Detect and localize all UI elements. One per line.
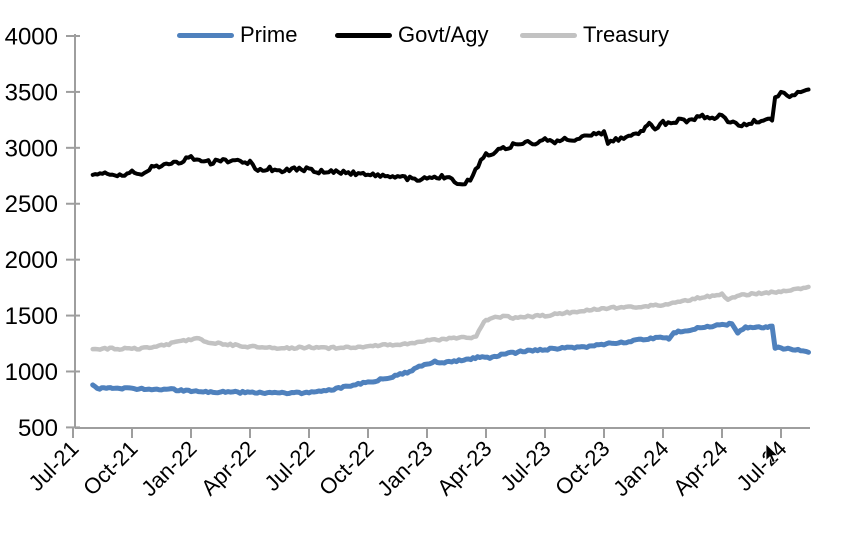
svg-text:500: 500 bbox=[18, 415, 58, 442]
svg-text:Jan-24: Jan-24 bbox=[608, 436, 673, 501]
svg-text:3500: 3500 bbox=[5, 79, 58, 106]
svg-text:Jan-22: Jan-22 bbox=[136, 436, 201, 501]
chart-axes bbox=[66, 34, 810, 438]
svg-text:4000: 4000 bbox=[5, 24, 58, 51]
svg-text:Jul-23: Jul-23 bbox=[495, 436, 555, 496]
svg-text:Jul-24: Jul-24 bbox=[731, 436, 791, 496]
svg-text:3000: 3000 bbox=[5, 135, 58, 162]
svg-text:Apr-23: Apr-23 bbox=[432, 436, 496, 500]
svg-text:Jan-23: Jan-23 bbox=[372, 436, 437, 501]
chart-series bbox=[90, 87, 811, 397]
svg-text:Apr-24: Apr-24 bbox=[668, 436, 732, 500]
mouse-cursor-icon bbox=[765, 443, 779, 464]
svg-text:Jul-21: Jul-21 bbox=[23, 436, 83, 496]
svg-text:Jul-22: Jul-22 bbox=[259, 436, 319, 496]
svg-text:2000: 2000 bbox=[5, 247, 58, 274]
svg-text:1000: 1000 bbox=[5, 359, 58, 386]
svg-text:1500: 1500 bbox=[5, 303, 58, 330]
svg-text:Oct-22: Oct-22 bbox=[314, 436, 378, 500]
svg-text:Oct-21: Oct-21 bbox=[78, 436, 142, 500]
svg-text:Apr-22: Apr-22 bbox=[196, 436, 260, 500]
svg-text:Oct-23: Oct-23 bbox=[550, 436, 614, 500]
svg-text:2500: 2500 bbox=[5, 191, 58, 218]
chart-axis-labels: 4000350030002500200015001000500Jul-21Oct… bbox=[5, 24, 792, 502]
